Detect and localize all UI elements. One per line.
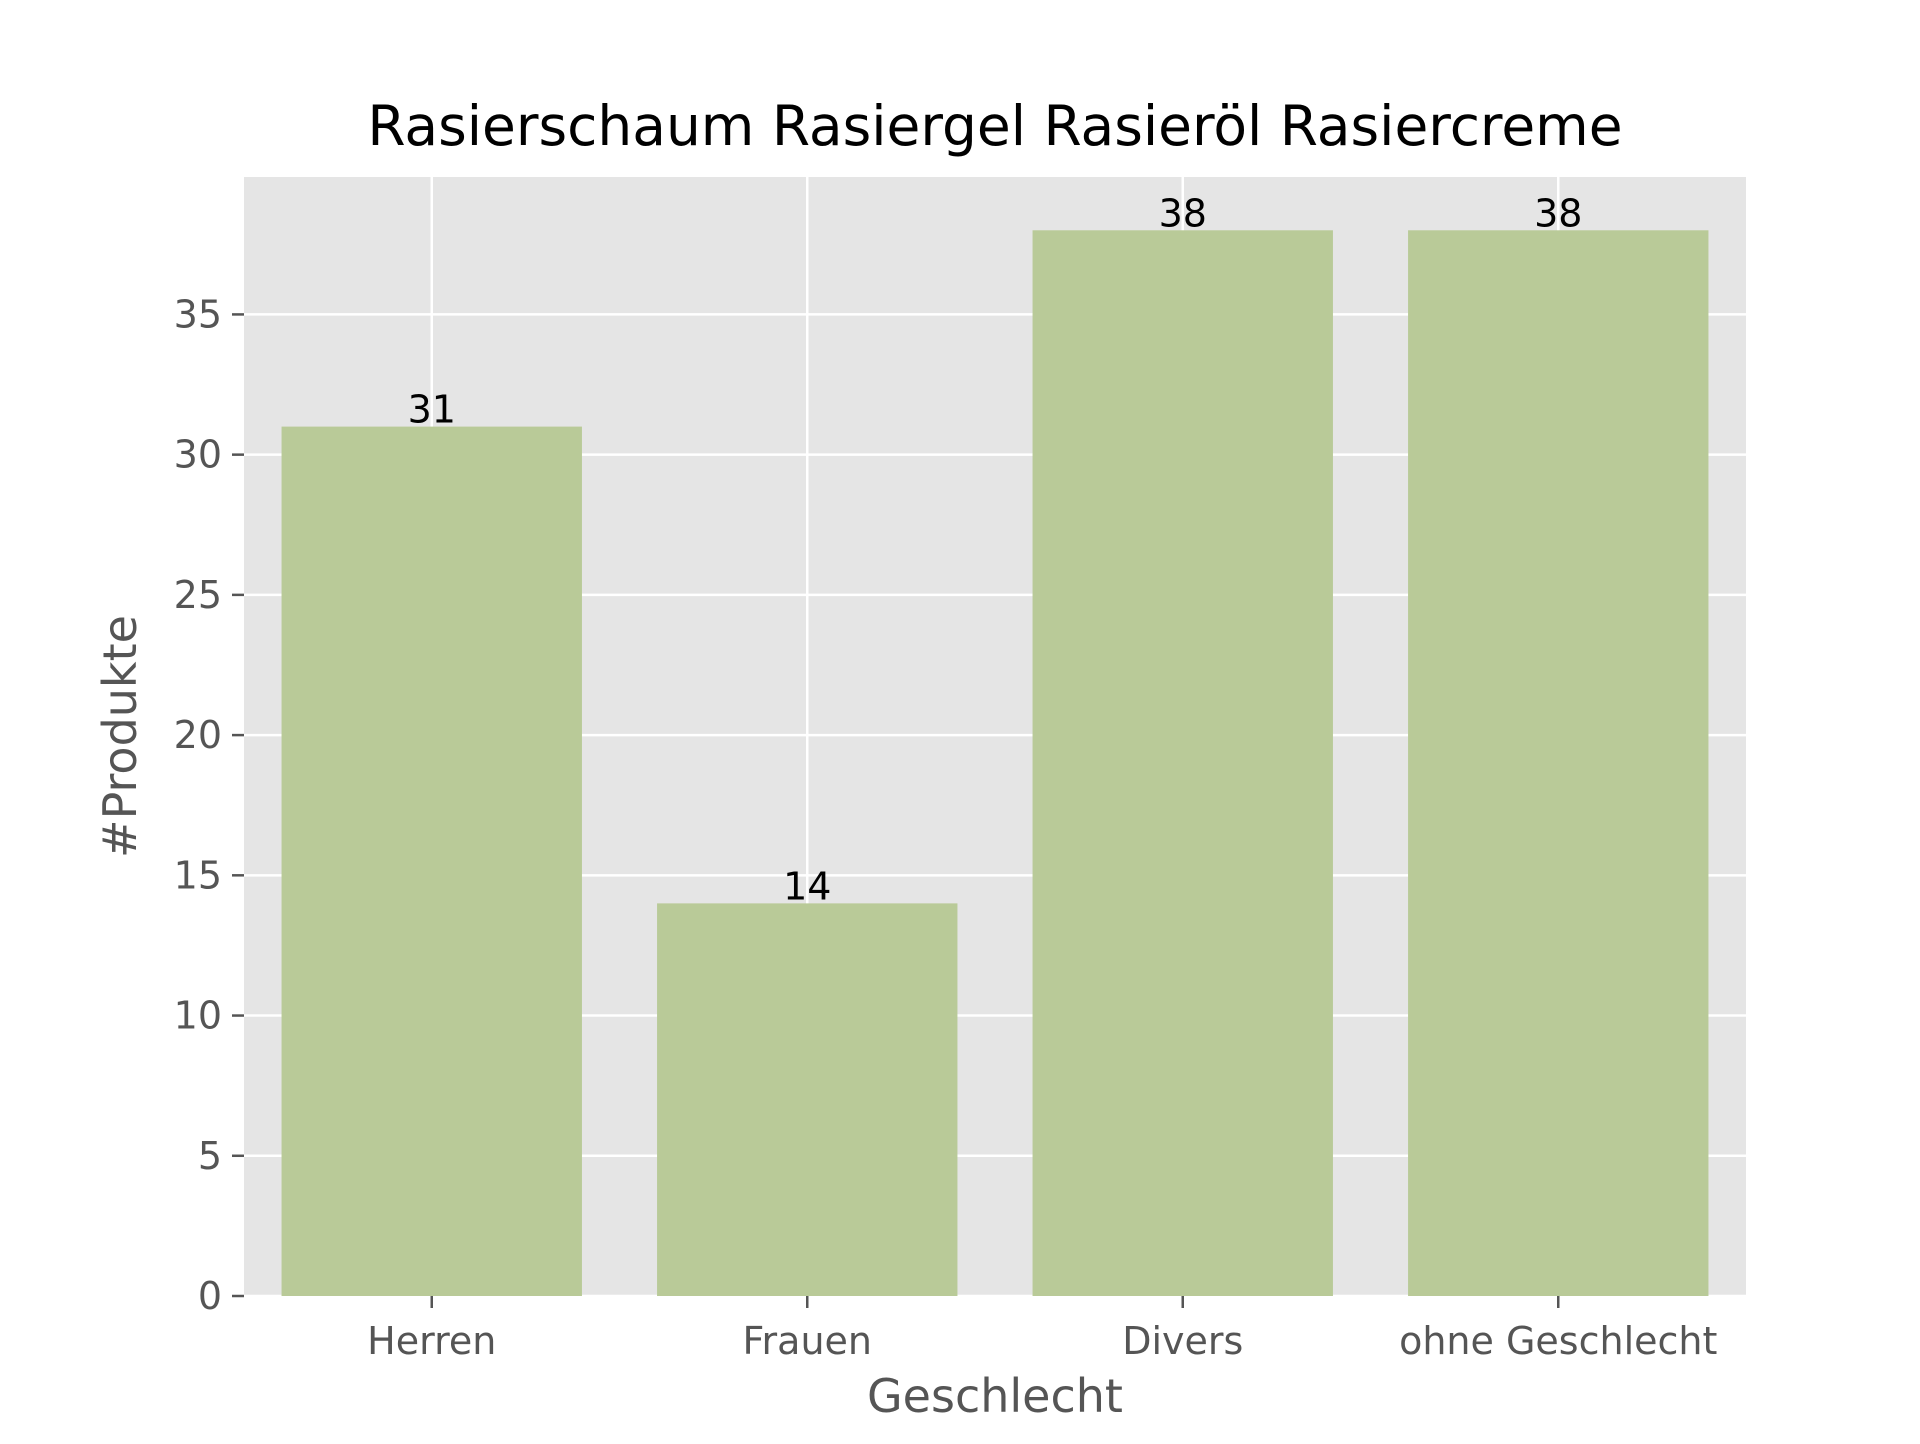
x-axis-label: Geschlecht — [867, 1369, 1123, 1423]
y-axis-label: #Produkte — [93, 615, 147, 858]
y-tick-label: 15 — [174, 853, 222, 897]
bars — [281, 230, 1709, 1296]
bar-ohne-geschlecht — [1408, 230, 1709, 1296]
x-axis: Herren Frauen Divers ohne Geschlecht — [367, 1296, 1717, 1363]
y-tick-label: 35 — [174, 292, 222, 336]
y-tick-label: 20 — [174, 713, 222, 757]
y-tick-label: 5 — [198, 1134, 222, 1178]
y-tick-label: 30 — [174, 433, 222, 477]
data-labels: 31 14 38 38 — [408, 191, 1583, 908]
chart-title: Rasierschaum Rasiergel Rasieröl Rasiercr… — [367, 94, 1622, 158]
bar-value-label: 14 — [783, 864, 831, 908]
y-tick-label: 10 — [174, 994, 222, 1038]
x-tick-label: Frauen — [742, 1319, 872, 1363]
y-axis: 0 5 10 15 20 25 30 35 — [174, 292, 244, 1318]
bar-herren — [281, 426, 582, 1296]
bar-value-label: 38 — [1534, 191, 1582, 235]
y-tick-label: 0 — [198, 1274, 222, 1318]
y-tick-label: 25 — [174, 573, 222, 617]
x-tick-label: Divers — [1122, 1319, 1243, 1363]
bar-frauen — [657, 903, 958, 1296]
bar-divers — [1032, 230, 1333, 1296]
x-tick-label: ohne Geschlecht — [1399, 1319, 1717, 1363]
bar-value-label: 31 — [408, 388, 456, 432]
x-tick-label: Herren — [367, 1319, 496, 1363]
bar-value-label: 38 — [1159, 191, 1207, 235]
